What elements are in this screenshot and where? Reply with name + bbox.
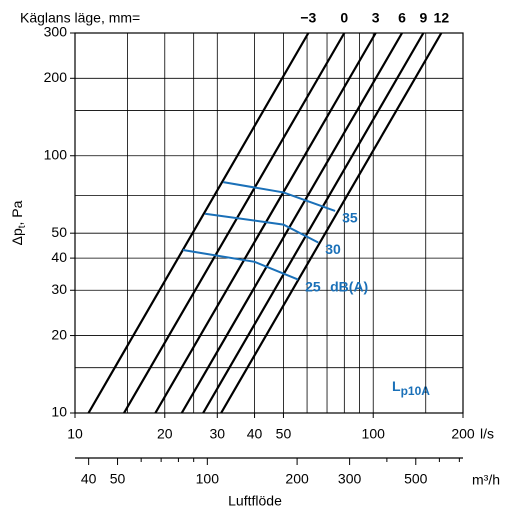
x2-tick-label: 40 <box>81 471 97 487</box>
x-tick-label: 50 <box>276 426 292 442</box>
sound-curve <box>223 181 336 212</box>
annotation-sub: p10A <box>401 384 431 398</box>
sound-curve <box>182 249 299 281</box>
plot-frame <box>74 32 464 414</box>
x-unit: l/s <box>480 426 494 442</box>
position-line <box>220 32 443 414</box>
x2-tick-label: 300 <box>338 471 362 487</box>
position-line <box>87 32 310 414</box>
y-label: Δpt, Pa <box>9 200 28 245</box>
position-line <box>202 32 425 414</box>
series-label: 0 <box>340 10 348 26</box>
sound-label: 30 <box>325 241 341 257</box>
y-tick-label: 100 <box>44 146 68 162</box>
x2-tick-label: 200 <box>285 471 309 487</box>
x-tick-label: 20 <box>157 426 173 442</box>
series-label: −3 <box>300 10 316 26</box>
y-tick-label: 40 <box>51 249 67 265</box>
x-tick-label: 30 <box>210 426 226 442</box>
series-label: 9 <box>419 10 427 26</box>
annotation: Lp10A <box>392 378 430 398</box>
chart-title: Käglans läge, mm= <box>20 10 140 26</box>
y-tick-label: 300 <box>44 24 68 40</box>
x2-unit: m³/h <box>472 472 500 488</box>
sound-label: 25 <box>305 278 321 294</box>
x2-tick-label: 50 <box>110 471 126 487</box>
y-label-rest: , Pa <box>9 200 25 225</box>
position-line <box>180 32 403 414</box>
annotation-main: L <box>392 378 401 394</box>
y-label-sub: t <box>17 225 28 228</box>
sound-unit: dB(A) <box>330 278 368 294</box>
y-tick-label: 30 <box>51 281 67 297</box>
x2-tick-label: 500 <box>404 471 428 487</box>
x-tick-label: 10 <box>67 426 83 442</box>
y-tick-label: 50 <box>51 224 67 240</box>
y-tick-label: 20 <box>51 326 67 342</box>
y-tick-label: 200 <box>44 69 68 85</box>
y-label-main: Δp <box>9 228 25 245</box>
x2-tick-label: 100 <box>196 471 220 487</box>
series-label: 12 <box>434 10 450 26</box>
x-label: Luftflöde <box>228 493 282 509</box>
sound-curve <box>204 212 319 244</box>
y-tick-label: 10 <box>51 404 67 420</box>
x-tick-label: 100 <box>362 426 386 442</box>
x-tick-label: 40 <box>247 426 263 442</box>
series-label: 3 <box>372 10 380 26</box>
position-line <box>123 32 346 414</box>
x-tick-label: 200 <box>451 426 475 442</box>
sound-label: 35 <box>342 210 358 226</box>
series-label: 6 <box>398 10 406 26</box>
